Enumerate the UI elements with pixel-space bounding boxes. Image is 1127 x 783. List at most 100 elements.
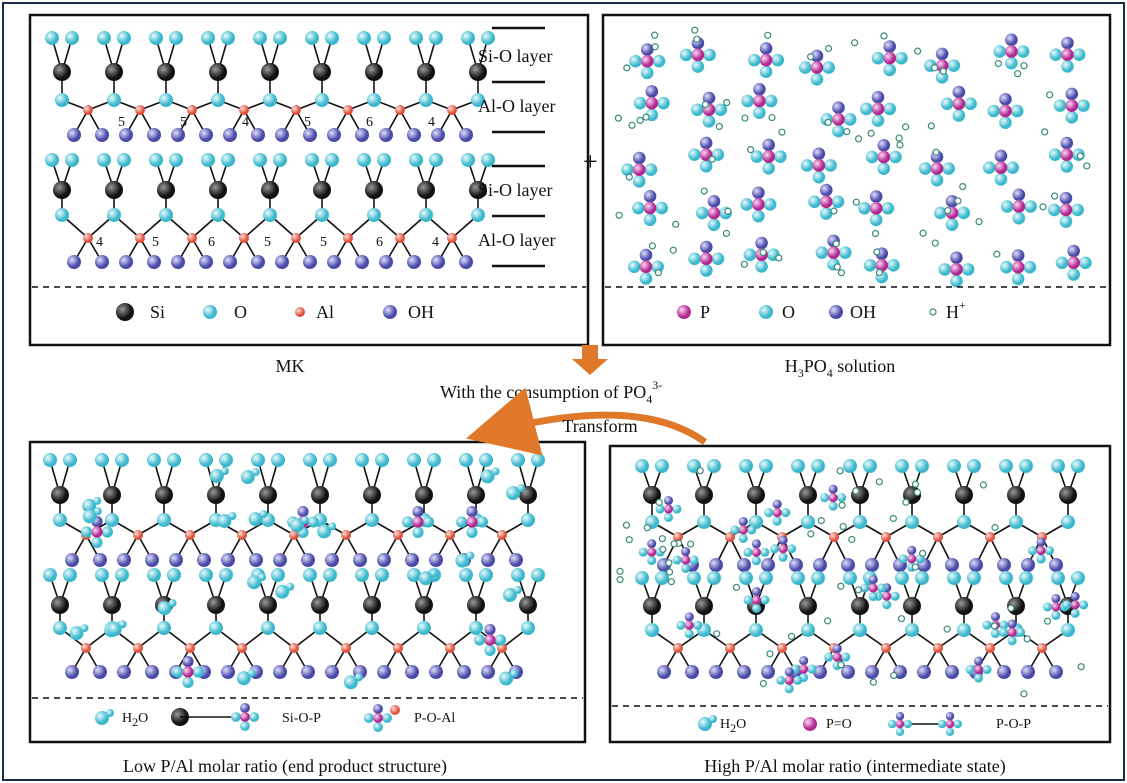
atom — [1008, 636, 1017, 645]
atom — [991, 629, 1000, 638]
atom — [962, 263, 975, 276]
atom — [752, 595, 761, 604]
atom — [211, 208, 225, 222]
atom — [377, 665, 391, 679]
atom — [135, 233, 145, 243]
atom — [95, 453, 109, 467]
legend-label: Si-O-P — [282, 711, 321, 726]
atom — [252, 468, 260, 476]
atom — [1028, 546, 1037, 555]
atom — [248, 669, 256, 677]
atom — [1065, 111, 1078, 124]
atom — [167, 453, 181, 467]
atom — [881, 532, 891, 542]
atom — [760, 66, 773, 79]
atom — [644, 202, 657, 215]
atom — [297, 506, 308, 517]
atom — [219, 453, 233, 467]
atom — [1049, 48, 1062, 61]
atom — [93, 665, 107, 679]
atom — [645, 85, 658, 98]
atom — [97, 153, 111, 167]
atom — [313, 621, 327, 635]
atom — [237, 643, 247, 653]
h-ion — [1084, 163, 1090, 169]
atom — [895, 52, 908, 65]
atom — [367, 93, 381, 107]
h-ion — [994, 251, 1000, 257]
atom — [147, 255, 161, 269]
atom — [311, 596, 329, 614]
atom — [903, 597, 921, 615]
h-ion — [849, 537, 855, 543]
h-ion — [932, 65, 938, 71]
atom — [882, 600, 891, 609]
atom — [1062, 600, 1071, 609]
h-ion — [870, 679, 876, 685]
atom — [412, 506, 423, 517]
h-ion — [853, 199, 859, 205]
atom — [1005, 34, 1018, 47]
atom — [997, 665, 1011, 679]
h-ion — [881, 33, 887, 39]
atom — [1051, 602, 1060, 611]
atom — [286, 583, 294, 591]
atom — [459, 128, 473, 142]
atom — [251, 128, 265, 142]
atom — [81, 643, 91, 653]
legend-label: P=O — [826, 717, 852, 732]
atom — [182, 677, 193, 688]
atom — [687, 571, 701, 585]
atom — [209, 621, 223, 635]
atom — [1079, 600, 1088, 609]
atom — [739, 571, 753, 585]
h-ion — [652, 32, 658, 38]
h-ion — [649, 243, 655, 249]
h-ion — [890, 515, 896, 521]
atom — [97, 31, 111, 45]
h-ion — [776, 255, 782, 261]
atom — [145, 665, 159, 679]
legend-label: H2O — [122, 711, 148, 729]
atom — [231, 712, 241, 722]
atom — [957, 515, 971, 529]
atom — [105, 513, 119, 527]
atom — [870, 214, 883, 227]
atom — [995, 150, 1008, 163]
atom — [328, 522, 336, 530]
atom — [63, 453, 77, 467]
h-ion — [652, 44, 658, 50]
atom — [1061, 515, 1075, 529]
h-ion — [945, 208, 951, 214]
atom — [353, 553, 367, 567]
atom — [115, 453, 129, 467]
atom — [67, 128, 81, 142]
ring-number: 4 — [96, 235, 103, 250]
atom — [367, 208, 381, 222]
atom — [877, 162, 890, 175]
atom — [1005, 45, 1018, 58]
atom — [373, 704, 383, 714]
atom — [315, 208, 329, 222]
caption: H3PO4 solution — [785, 356, 896, 380]
atom — [1013, 212, 1026, 225]
h-ion — [671, 541, 677, 547]
atom — [1049, 148, 1062, 161]
atom — [305, 31, 319, 45]
atom — [869, 584, 878, 593]
h-ion — [838, 583, 844, 589]
atom — [820, 196, 833, 209]
atom — [311, 486, 329, 504]
atom — [1060, 160, 1073, 173]
atom — [640, 249, 653, 262]
atom — [253, 31, 267, 45]
atom — [427, 453, 441, 467]
atom — [957, 207, 970, 220]
atom — [365, 63, 383, 81]
atom — [323, 453, 337, 467]
atom — [760, 595, 769, 604]
atom — [289, 643, 299, 653]
atom — [415, 596, 433, 614]
atom — [419, 208, 433, 222]
ring-number: 5 — [180, 115, 187, 130]
